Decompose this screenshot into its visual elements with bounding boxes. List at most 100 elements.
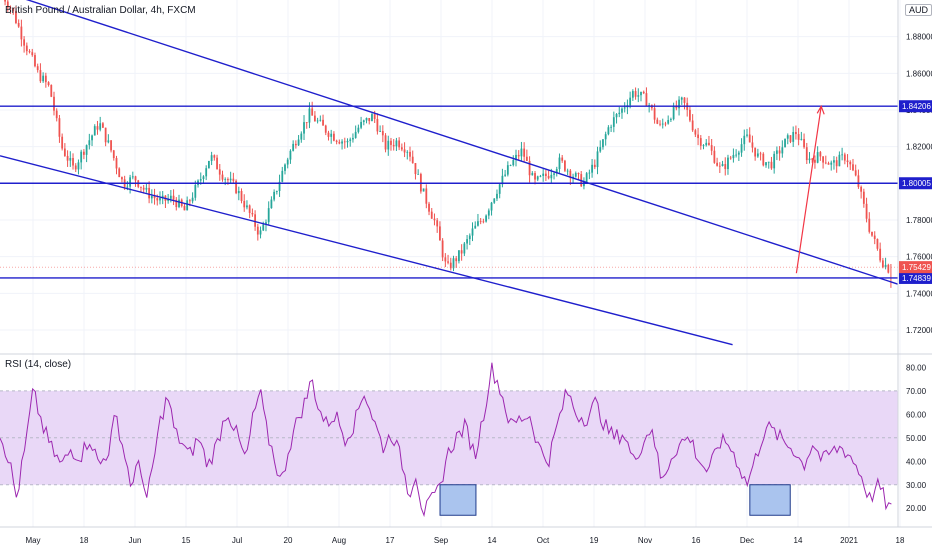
candle-body <box>400 147 403 150</box>
candle-body <box>28 51 31 53</box>
candle-body <box>819 152 822 157</box>
candle-body <box>9 7 12 9</box>
candle-body <box>550 174 553 179</box>
candle-body <box>273 191 276 200</box>
candle-body <box>235 180 237 194</box>
candle-body <box>218 169 221 175</box>
candle-body <box>153 195 156 199</box>
candle-body <box>417 174 420 175</box>
candle-body <box>50 84 53 97</box>
candle-body <box>88 140 91 146</box>
candle-body <box>150 195 153 199</box>
candle-body <box>322 119 324 126</box>
candle-body <box>588 172 591 174</box>
candle-body <box>172 195 175 200</box>
candle-body <box>256 226 259 235</box>
candle-body <box>713 150 716 163</box>
candle-body <box>387 140 390 150</box>
time-tick-label: Aug <box>332 536 346 545</box>
candle-body <box>873 235 876 239</box>
candle-body <box>536 176 539 180</box>
candle-body <box>824 162 827 164</box>
candle-body <box>6 1 9 8</box>
candle-body <box>604 134 607 140</box>
time-tick-label: 18 <box>896 536 905 545</box>
candle-body <box>99 123 102 130</box>
candle-body <box>131 176 134 178</box>
candle-body <box>618 112 621 115</box>
candle-body <box>425 188 428 204</box>
candle-body <box>104 127 107 143</box>
candle-body <box>670 119 672 121</box>
candle-body <box>91 135 93 141</box>
candle-body <box>447 261 449 263</box>
candle-body <box>485 215 488 222</box>
candle-body <box>248 205 251 213</box>
candle-body <box>183 206 186 211</box>
candle-body <box>558 157 561 170</box>
candle-body <box>737 152 740 155</box>
rsi-tick-label: 60.00 <box>906 410 927 419</box>
candle-body <box>857 175 860 187</box>
candle-body <box>531 173 534 176</box>
candle-body <box>599 147 602 152</box>
chart-title: British Pound / Australian Dollar, 4h, F… <box>5 5 196 16</box>
candle-body <box>338 141 341 144</box>
candle-body <box>324 125 327 133</box>
candle-body <box>390 140 392 145</box>
candle-body <box>629 97 632 106</box>
candle-body <box>678 99 680 109</box>
candle-body <box>303 122 305 134</box>
candle-body <box>161 195 164 199</box>
level-price-tag <box>899 271 932 284</box>
candle-body <box>159 198 161 201</box>
candle-body <box>169 195 172 199</box>
candle-body <box>699 138 702 146</box>
candle-body <box>42 75 45 82</box>
candle-body <box>213 155 216 158</box>
candle-body <box>735 154 738 156</box>
level-price-label: 1.84206 <box>902 102 931 111</box>
candle-body <box>661 123 664 125</box>
candle-body <box>278 181 281 191</box>
candle-body <box>689 109 691 121</box>
candle-body <box>544 173 547 177</box>
candle-body <box>63 148 66 156</box>
candle-body <box>414 163 417 175</box>
candle-body <box>107 140 110 143</box>
candle-body <box>765 162 767 166</box>
currency-badge[interactable]: AUD <box>905 4 932 16</box>
candle-body <box>335 140 338 142</box>
candle-body <box>496 193 498 199</box>
level-price-label: 1.74839 <box>902 274 931 283</box>
candle-body <box>876 238 879 249</box>
candle-body <box>15 11 17 23</box>
candle-body <box>746 134 748 136</box>
candle-body <box>675 105 678 109</box>
candle-body <box>333 133 335 141</box>
candle-body <box>281 170 284 182</box>
candle-body <box>188 200 191 202</box>
candle-body <box>346 140 349 143</box>
candle-body <box>879 248 882 261</box>
candle-body <box>493 198 496 203</box>
candle-body <box>697 134 699 139</box>
candle-body <box>566 170 569 172</box>
candle-body <box>607 127 610 135</box>
candle-body <box>645 93 648 106</box>
candle-body <box>702 145 705 147</box>
forecast-arrow-head <box>816 104 825 115</box>
candle-body <box>349 139 352 141</box>
candle-body <box>849 162 852 165</box>
candle-body <box>833 160 835 163</box>
candle-body <box>72 158 74 166</box>
candle-body <box>520 148 523 157</box>
candle-body <box>479 221 482 223</box>
candle-body <box>61 136 64 149</box>
candle-body <box>759 153 762 155</box>
candle-body <box>343 141 346 143</box>
candle-body <box>267 208 270 223</box>
candle-body <box>835 160 838 167</box>
candle-body <box>811 158 814 160</box>
